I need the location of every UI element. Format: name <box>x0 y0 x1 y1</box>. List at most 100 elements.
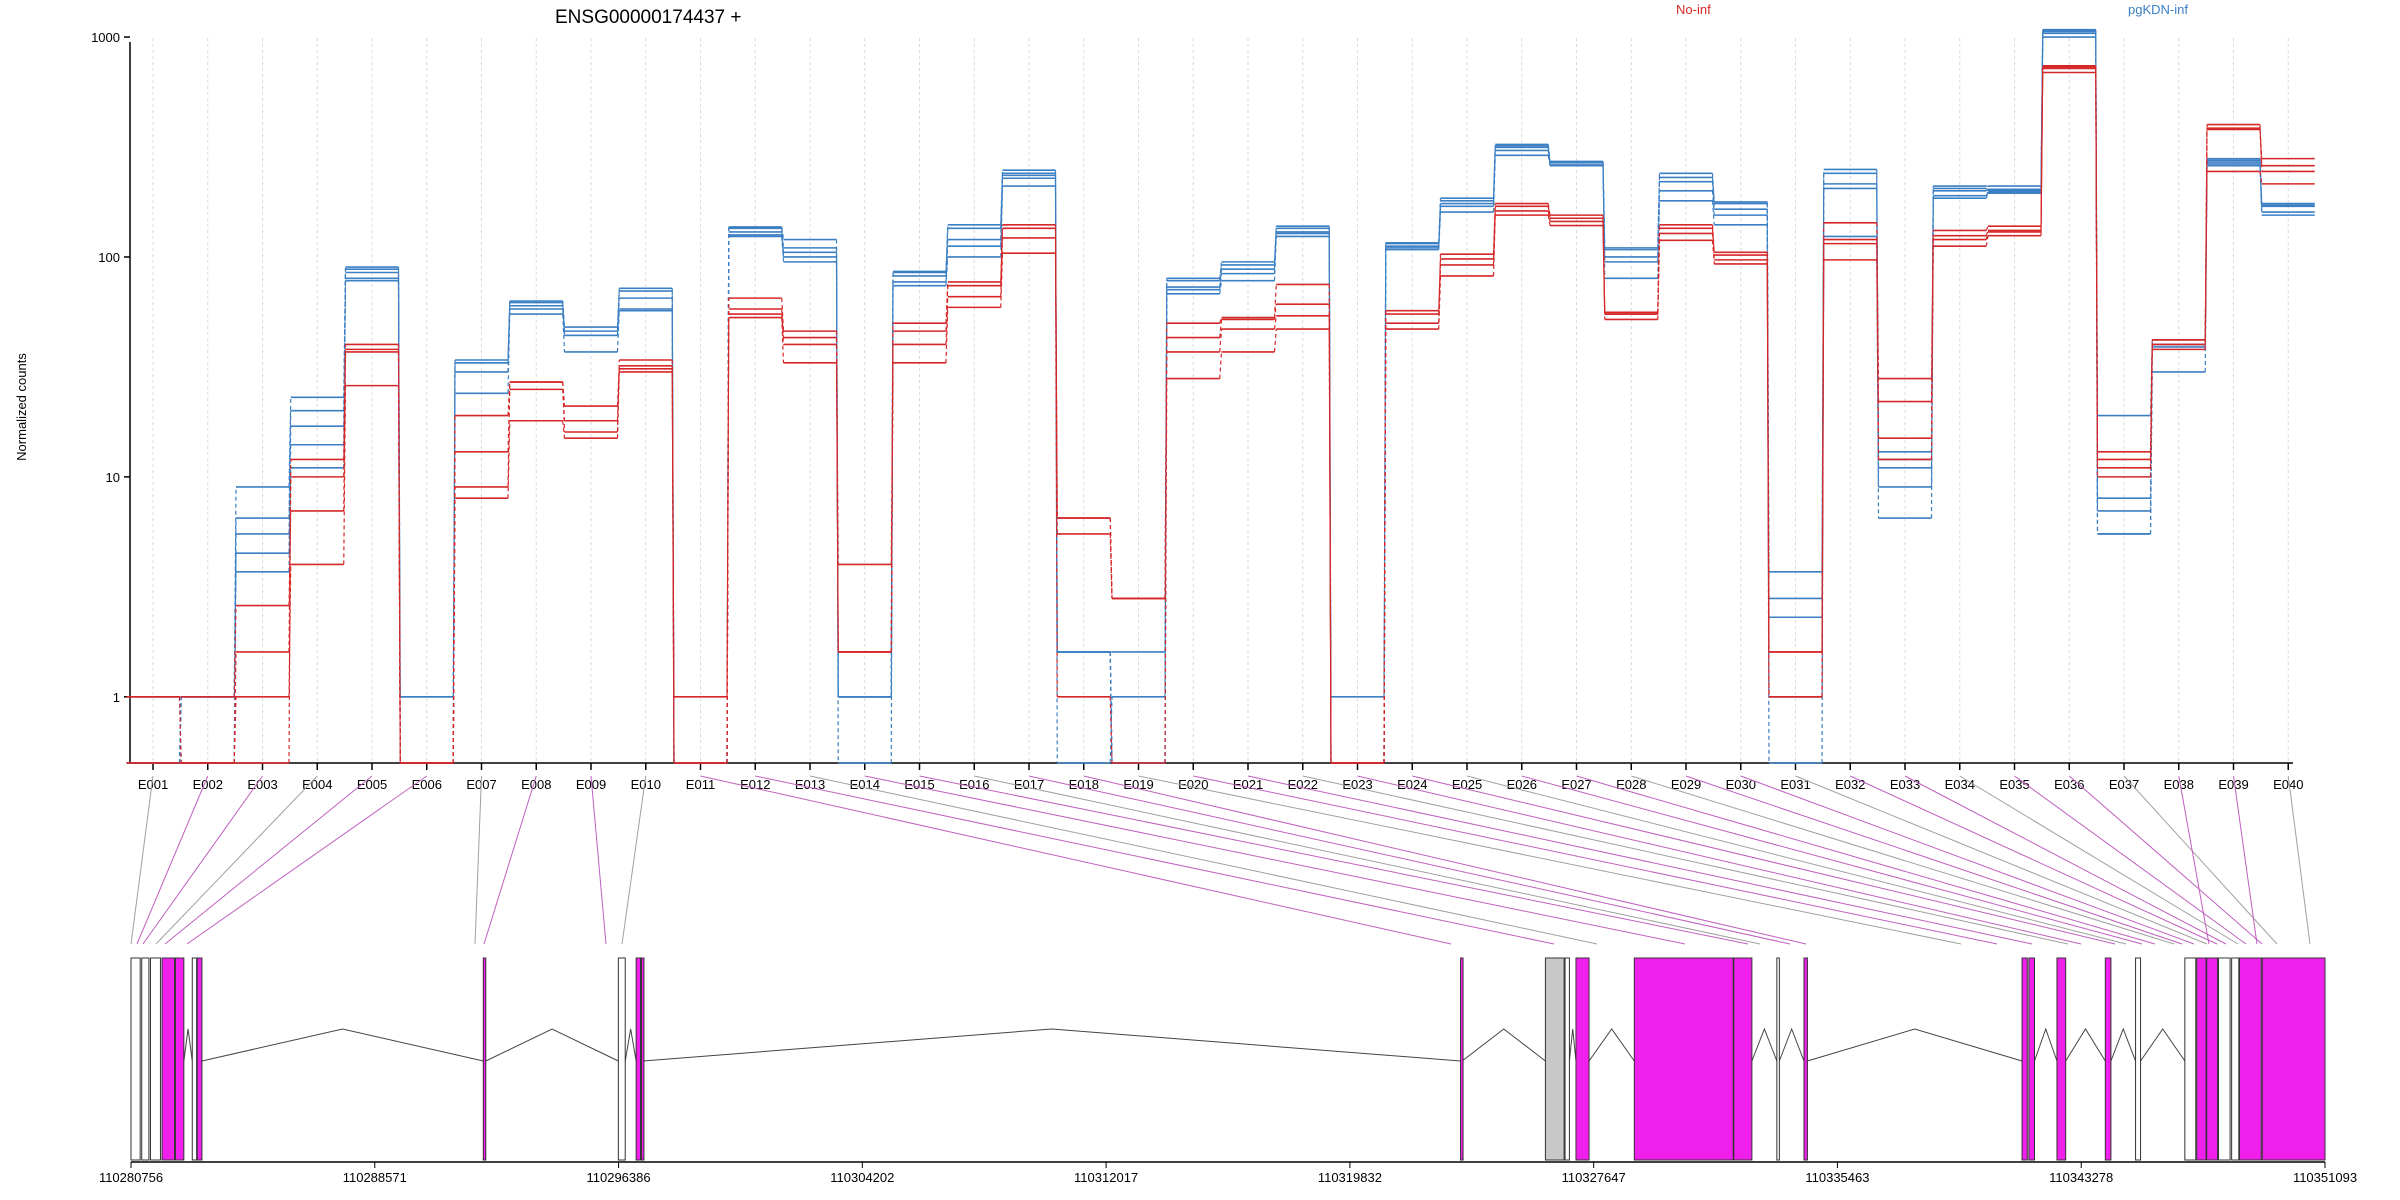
exon-block-29 <box>2231 957 2240 1161</box>
connector-E024 <box>1412 775 2116 945</box>
x-tick-label-E014: E014 <box>850 777 880 792</box>
coord-label-7: 110335463 <box>1805 1170 1869 1185</box>
connector-E032 <box>1850 775 2218 945</box>
connector-E027 <box>1576 775 2156 945</box>
exon-block-6 <box>191 957 198 1161</box>
intron-18 <box>1778 1027 1805 1062</box>
x-tick-label-E039: E039 <box>2218 777 2248 792</box>
connector-E030 <box>1740 775 2195 945</box>
connector-E015 <box>919 775 1749 945</box>
connector-E021 <box>1247 775 2033 945</box>
x-tick-label-E003: E003 <box>247 777 277 792</box>
connector-E019 <box>1138 775 1962 945</box>
intron-21 <box>2034 1027 2058 1062</box>
x-tick-label-E023: E023 <box>1342 777 1372 792</box>
x-tick-label-E017: E017 <box>1014 777 1044 792</box>
gene-title: ENSG00000174437 + <box>555 7 741 28</box>
exon-block-28 <box>2218 957 2231 1161</box>
exon-block-25 <box>2184 957 2197 1161</box>
x-tick-label-E033: E033 <box>1890 777 1920 792</box>
intron-17 <box>1751 1027 1778 1062</box>
connector-E040 <box>2287 775 2311 945</box>
coord-label-1: 110288571 <box>343 1170 407 1185</box>
exon-block-19 <box>1803 957 1808 1161</box>
connector-E012 <box>755 775 1555 945</box>
x-tick-label-E012: E012 <box>740 777 770 792</box>
intron-14 <box>1568 1028 1577 1062</box>
exon-block-9 <box>617 957 626 1161</box>
exon-block-5 <box>174 957 185 1161</box>
y-tick-label-1: 1 <box>113 690 120 705</box>
series-6-links <box>178 72 2263 764</box>
intron-15 <box>1588 1028 1635 1062</box>
exon-block-18 <box>1776 957 1780 1161</box>
exon-block-3 <box>149 957 161 1161</box>
connector-E009 <box>590 775 607 945</box>
connector-E031 <box>1795 775 2208 945</box>
exon-block-8 <box>482 957 487 1161</box>
x-tick-label-E036: E036 <box>2054 777 2084 792</box>
connector-E017 <box>1028 775 1791 945</box>
connector-E007 <box>474 775 482 945</box>
connector-E010 <box>621 775 647 945</box>
x-tick-label-E035: E035 <box>1999 777 2029 792</box>
coord-label-4: 110312017 <box>1074 1170 1138 1185</box>
exon-block-14 <box>1564 957 1570 1161</box>
connector-E035 <box>2014 775 2247 945</box>
intron-12 <box>1461 1028 1546 1062</box>
intron-7 <box>201 1028 484 1062</box>
coord-label-0: 110280756 <box>99 1170 163 1185</box>
exon-block-31 <box>2261 957 2326 1161</box>
connector-E026 <box>1521 775 2143 945</box>
x-tick-label-E019: E019 <box>1123 777 1153 792</box>
x-tick-label-E038: E038 <box>2164 777 2194 792</box>
x-tick-label-E037: E037 <box>2109 777 2139 792</box>
connector-E033 <box>1904 775 2227 945</box>
x-tick-label-E008: E008 <box>521 777 551 792</box>
genomic-coordinate-axis: 110280756 110288571 110296386 110304202 1103… <box>99 1161 2357 1185</box>
x-tick-label-E009: E009 <box>576 777 606 792</box>
exon-block-23 <box>2104 957 2112 1161</box>
exon-block-7 <box>196 957 203 1161</box>
coord-label-5: 110319832 <box>1318 1170 1382 1185</box>
y-tick-label-10: 10 <box>106 470 120 485</box>
x-axis: E001 E002 E003 E004 E005 E006 E007 E008 E009 E010… <box>130 762 2303 792</box>
series-1-links <box>179 37 2263 764</box>
connector-E003 <box>142 775 263 945</box>
connector-E025 <box>1466 775 2127 945</box>
connector-E001 <box>130 775 154 945</box>
intron-19 <box>1807 1028 2023 1062</box>
exon-block-16 <box>1633 957 1734 1161</box>
coord-label-8: 110343278 <box>2049 1170 2113 1185</box>
x-tick-label-E001: E001 <box>138 777 168 792</box>
connector-E034 <box>1959 775 2239 945</box>
connector-E039 <box>2233 775 2258 945</box>
y-axis: 1 10 100 1000 <box>91 30 131 763</box>
connector-E023 <box>1357 775 2082 945</box>
exon-block-2 <box>141 957 150 1161</box>
exon-block-24 <box>2135 957 2142 1161</box>
y-tick-label-100: 100 <box>98 250 120 265</box>
exon-block-17 <box>1733 957 1753 1161</box>
connector-E018 <box>1083 775 1807 945</box>
series-9-No-inf <box>126 65 2315 764</box>
legend-no-inf: No-inf <box>1676 2 1711 17</box>
exon-block-20 <box>2021 957 2028 1161</box>
exon-block-1 <box>130 957 141 1161</box>
exon-block-15 <box>1575 957 1590 1161</box>
connector-E006 <box>186 775 428 945</box>
series-5-pgKDN-inf <box>126 28 2315 764</box>
exon-block-27 <box>2206 957 2219 1161</box>
connector-E037 <box>2123 775 2278 945</box>
x-tick-label-E011: E011 <box>686 777 715 792</box>
exon-block-11 <box>640 957 645 1161</box>
connector-E016 <box>974 775 1761 945</box>
exon-block-4 <box>161 957 175 1161</box>
coord-label-2: 110296386 <box>587 1170 651 1185</box>
exon-block-21 <box>2028 957 2036 1161</box>
y-tick-label-1000: 1000 <box>91 30 120 45</box>
intron-11 <box>642 1028 1461 1062</box>
connector-E011 <box>700 775 1452 945</box>
x-tick-label-E031: E031 <box>1780 777 1810 792</box>
